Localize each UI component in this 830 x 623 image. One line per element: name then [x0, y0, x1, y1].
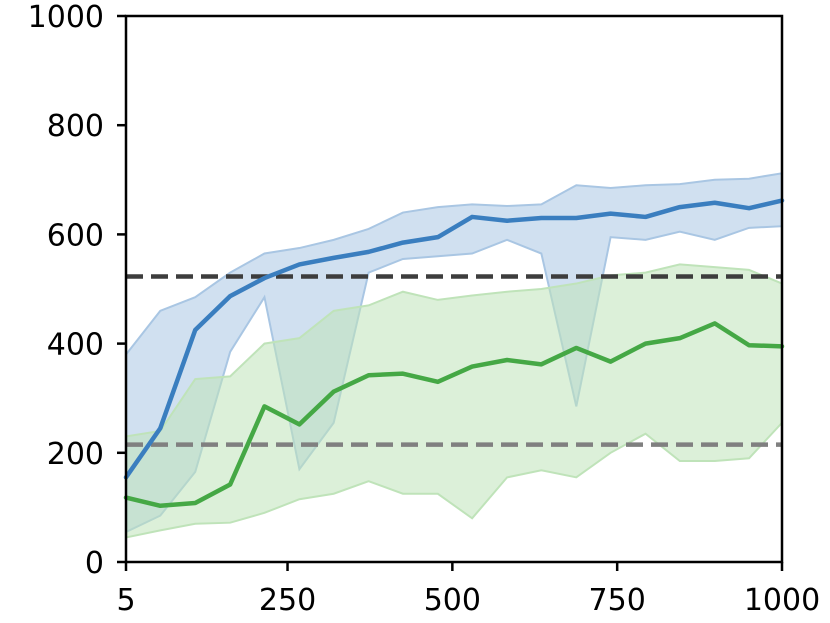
y-tick-label: 800 — [47, 109, 104, 144]
x-tick-label: 250 — [259, 583, 316, 618]
y-tick-label: 0 — [85, 546, 104, 581]
reference-lines — [126, 274, 782, 447]
x-tick-label: 5 — [116, 583, 135, 618]
series-2-line — [123, 321, 785, 509]
y-tick-label: 600 — [47, 218, 104, 253]
y-tick-label: 200 — [47, 437, 104, 472]
y-tick-label: 400 — [47, 328, 104, 363]
series-lines — [123, 198, 785, 509]
x-tick-label: 500 — [424, 583, 481, 618]
x-axis: 5 250 500 750 1000 — [116, 562, 820, 618]
x-tick-label: 1000 — [744, 583, 820, 618]
y-axis: 0 200 400 600 800 1000 — [28, 0, 126, 581]
series-1-line — [123, 198, 785, 480]
plot-frame — [124, 14, 784, 564]
y-tick-label: 1000 — [28, 0, 104, 35]
x-tick-label: 750 — [589, 583, 646, 618]
